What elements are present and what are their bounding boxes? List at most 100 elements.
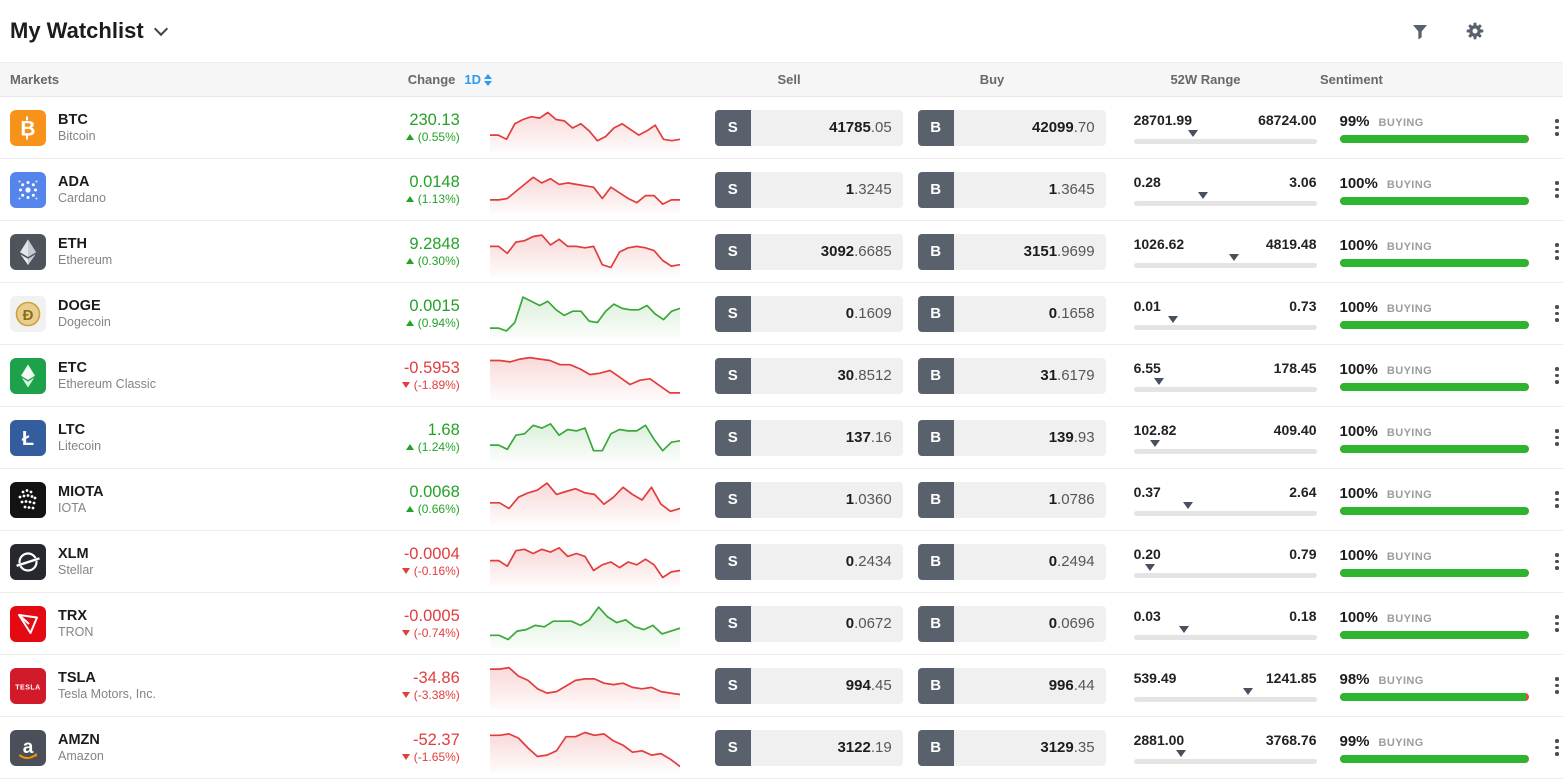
arrow-down-icon [401,568,410,575]
range-high: 409.40 [1273,421,1317,438]
sparkline-chart [488,662,681,710]
market-link-ltc[interactable]: Ł LTC Litecoin [0,419,340,456]
change-cell: -34.86 (-3.38%) [340,669,460,702]
buy-price: 1.0786 [953,481,1106,518]
column-header-sentiment[interactable]: Sentiment [1320,72,1383,87]
buy-button[interactable]: B 0.1658 [917,295,1106,332]
sell-price: 0.1609 [750,295,903,332]
buy-button[interactable]: B 0.0696 [917,605,1106,642]
buy-price: 1.3645 [953,171,1106,208]
buy-button[interactable]: B 0.2494 [917,543,1106,580]
watchlist-row-etc: ETC Ethereum Classic -0.5953 (-1.89%) S … [0,345,1563,407]
buy-button[interactable]: B 996.44 [917,667,1106,704]
range-high: 68724.00 [1258,111,1317,128]
row-menu-icon[interactable] [1551,115,1563,140]
buy-button[interactable]: B 3129.35 [917,729,1106,766]
change-percent: (-0.74%) [340,626,460,640]
column-header-markets[interactable]: Markets [10,72,60,87]
sell-button[interactable]: S 41785.05 [714,109,903,146]
row-menu-icon[interactable] [1551,301,1563,326]
buy-button[interactable]: B 31.6179 [917,357,1106,394]
sell-button[interactable]: S 0.2434 [714,543,903,580]
sell-button[interactable]: S 0.0672 [714,605,903,642]
sell-button[interactable]: S 3122.19 [714,729,903,766]
row-menu-icon[interactable] [1551,363,1563,388]
buy-button[interactable]: B 3151.9699 [917,233,1106,270]
row-menu-icon[interactable] [1551,549,1563,574]
market-link-doge[interactable]: Ð DOGE Dogecoin [0,295,340,332]
sparkline-chart [488,290,681,338]
change-value: -0.5953 [403,358,460,377]
sell-price: 1.3245 [750,171,903,208]
market-link-xlm[interactable]: XLM Stellar [0,543,340,580]
buy-price: 31.6179 [953,357,1106,394]
sell-badge: S [714,233,751,270]
sentiment-bar [1339,444,1530,453]
range-track [1133,448,1317,454]
watchlist-selector[interactable]: My Watchlist [10,18,168,44]
change-percent: (1.13%) [340,192,460,206]
range-marker-icon [1175,749,1186,757]
watchlist-row-btc: B BTC Bitcoin 230.13 (0.55%) S 41785.05 … [0,97,1563,159]
sparkline-chart [488,104,681,152]
market-link-tsla[interactable]: TESLA TSLA Tesla Motors, Inc. [0,667,340,704]
sentiment-cell: 100% BUYING [1339,299,1530,329]
buy-button[interactable]: B 139.93 [917,419,1106,456]
column-header-buy[interactable]: Buy [979,72,1005,87]
buy-badge: B [917,419,954,456]
row-menu-icon[interactable] [1551,177,1563,202]
market-link-btc[interactable]: B BTC Bitcoin [0,109,340,146]
watchlist-row-xlm: XLM Stellar -0.0004 (-0.16%) S 0.2434 B … [0,531,1563,593]
market-symbol: LTC [58,421,86,438]
row-menu-icon[interactable] [1551,487,1563,512]
sell-price: 994.45 [750,667,903,704]
column-header-52w-range[interactable]: 52W Range [1170,72,1241,87]
change-percent: (0.66%) [340,502,460,516]
sell-button[interactable]: S 0.1609 [714,295,903,332]
range-marker-icon [1144,563,1155,571]
row-menu-icon[interactable] [1551,425,1563,450]
doge-icon: Ð [10,295,46,332]
sentiment-cell: 98% BUYING [1339,671,1530,701]
row-menu-icon[interactable] [1551,611,1563,636]
market-link-amzn[interactable]: a AMZN Amazon [0,729,340,766]
range-high: 1241.85 [1265,669,1317,686]
market-link-etc[interactable]: ETC Ethereum Classic [0,357,340,394]
market-symbol: ETH [58,235,87,252]
arrow-down-icon [401,630,410,637]
change-cell: -0.5953 (-1.89%) [340,358,460,392]
market-name: Dogecoin [58,314,111,329]
column-header-change[interactable]: Change [407,72,456,87]
market-link-trx[interactable]: TRX TRON [0,605,340,642]
market-link-ada[interactable]: ADA Cardano [0,171,340,208]
settings-gear-icon[interactable] [1464,20,1486,42]
filter-icon[interactable] [1409,20,1431,42]
grid-view-icon[interactable] [1519,20,1541,42]
sell-button[interactable]: S 1.0360 [714,481,903,518]
row-menu-icon[interactable] [1551,673,1563,698]
sentiment-label: BUYING [1378,116,1424,129]
sell-button[interactable]: S 30.8512 [714,357,903,394]
sell-button[interactable]: S 3092.6685 [714,233,903,270]
buy-button[interactable]: B 1.3645 [917,171,1106,208]
buy-price: 0.2494 [953,543,1106,580]
change-period-selector[interactable]: 1D [464,72,492,87]
buy-button[interactable]: B 42099.70 [917,109,1106,146]
buy-button[interactable]: B 1.0786 [917,481,1106,518]
market-link-eth[interactable]: ETH Ethereum [0,233,340,270]
column-header-sell[interactable]: Sell [777,72,801,87]
sell-button[interactable]: S 994.45 [714,667,903,704]
market-link-miota[interactable]: MIOTA IOTA [0,481,340,518]
sparkline-chart [488,476,681,524]
range-track [1133,262,1317,268]
sparkline-chart [488,538,681,586]
sell-button[interactable]: S 1.3245 [714,171,903,208]
row-menu-icon[interactable] [1551,735,1563,760]
buy-badge: B [917,543,954,580]
sell-button[interactable]: S 137.16 [714,419,903,456]
arrow-up-icon [405,506,414,513]
row-menu-icon[interactable] [1551,239,1563,264]
sentiment-percent: 100% [1339,174,1378,192]
sentiment-percent: 100% [1339,236,1378,254]
change-value: 0.0068 [409,482,460,501]
